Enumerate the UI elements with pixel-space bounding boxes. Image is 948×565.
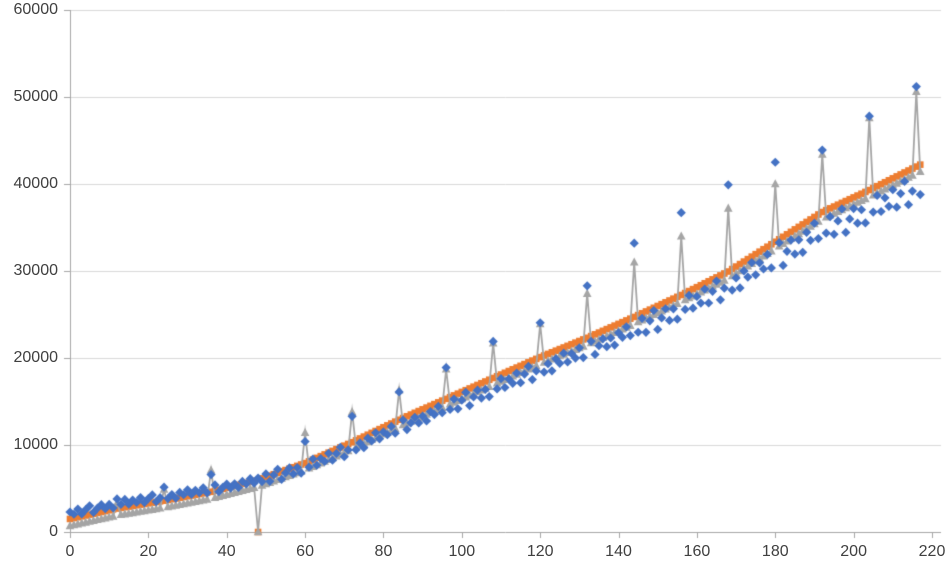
y-axis-label: 20000 [13, 349, 59, 366]
x-axis-label: 180 [761, 543, 789, 560]
x-axis-label: 200 [840, 543, 867, 560]
x-axis-label: 140 [605, 543, 632, 560]
x-axis-label: 20 [139, 543, 158, 560]
y-axis-label: 40000 [13, 175, 59, 192]
y-axis-label: 10000 [13, 436, 59, 453]
y-axis-label: 50000 [13, 88, 59, 105]
x-axis-label: 220 [918, 543, 946, 560]
x-axis-label: 160 [683, 543, 711, 560]
x-axis-label: 120 [526, 543, 554, 560]
x-axis-label: 100 [448, 543, 476, 560]
x-axis-label: 80 [374, 543, 393, 560]
y-axis-label: 30000 [13, 262, 59, 279]
x-axis-label: 60 [296, 543, 314, 560]
x-axis-label: 40 [217, 543, 236, 560]
y-axis-label: 0 [49, 523, 58, 540]
x-axis-label: 0 [65, 543, 75, 560]
y-axis-label: 60000 [13, 1, 59, 18]
